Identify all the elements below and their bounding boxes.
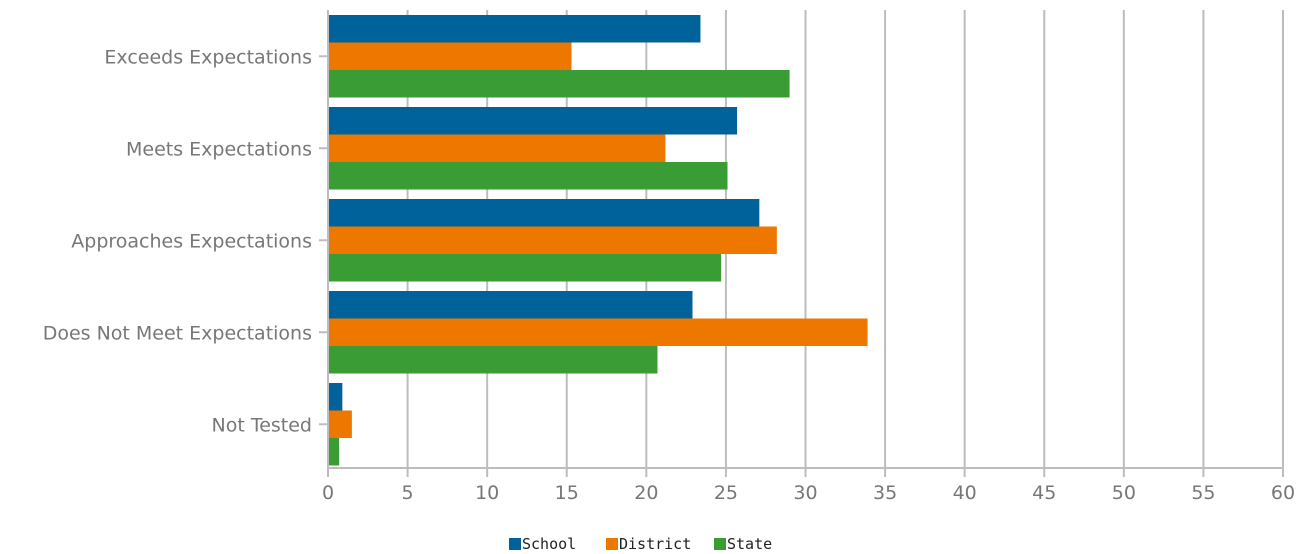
x-tick-labels: 0 5 10 15 20 25 30 35 40 45 50 55 60 bbox=[322, 482, 1295, 504]
x-tick-label: 20 bbox=[634, 482, 658, 504]
bar-district-3 bbox=[328, 226, 777, 254]
category-labels: Exceeds Expectations Meets Expectations Ap… bbox=[43, 46, 312, 436]
bar-school-4 bbox=[328, 291, 693, 319]
x-tick-label: 0 bbox=[322, 482, 334, 504]
bar-school-3 bbox=[328, 199, 760, 227]
legend-swatch-school bbox=[509, 538, 521, 550]
category-label: Meets Expectations bbox=[126, 138, 312, 160]
x-tick-label: 40 bbox=[953, 482, 977, 504]
category-label: Exceeds Expectations bbox=[104, 46, 312, 68]
legend-label-district: District bbox=[619, 535, 691, 553]
bar-school-2 bbox=[328, 107, 738, 135]
x-tick-label: 10 bbox=[475, 482, 499, 504]
legend: School District State bbox=[509, 535, 772, 553]
bar-state-2 bbox=[328, 162, 728, 190]
category-label: Approaches Expectations bbox=[71, 230, 312, 252]
category-label: Not Tested bbox=[212, 414, 313, 436]
legend-swatch-state bbox=[714, 538, 726, 550]
x-tick-label: 15 bbox=[555, 482, 579, 504]
x-tick-label: 50 bbox=[1112, 482, 1136, 504]
bar-district-2 bbox=[328, 134, 666, 162]
bars bbox=[328, 15, 868, 466]
legend-label-school: School bbox=[522, 535, 576, 553]
bar-state-1 bbox=[328, 70, 790, 98]
x-tick-label: 60 bbox=[1271, 482, 1295, 504]
x-tick-label: 45 bbox=[1032, 482, 1056, 504]
category-label: Does Not Meet Expectations bbox=[43, 322, 312, 344]
axes bbox=[319, 10, 1284, 477]
legend-label-state: State bbox=[727, 535, 772, 553]
bar-district-4 bbox=[328, 318, 868, 346]
bar-school-5 bbox=[328, 383, 343, 411]
x-tick-label: 25 bbox=[714, 482, 738, 504]
bar-district-1 bbox=[328, 42, 572, 70]
bar-district-5 bbox=[328, 410, 352, 438]
x-tick-label: 35 bbox=[873, 482, 897, 504]
bar-state-3 bbox=[328, 254, 722, 282]
x-tick-label: 5 bbox=[402, 482, 414, 504]
x-tick-label: 55 bbox=[1191, 482, 1215, 504]
x-tick-label: 30 bbox=[793, 482, 817, 504]
bar-state-5 bbox=[328, 438, 340, 466]
legend-swatch-district bbox=[606, 538, 618, 550]
bar-state-4 bbox=[328, 346, 658, 374]
bar-school-1 bbox=[328, 15, 701, 43]
